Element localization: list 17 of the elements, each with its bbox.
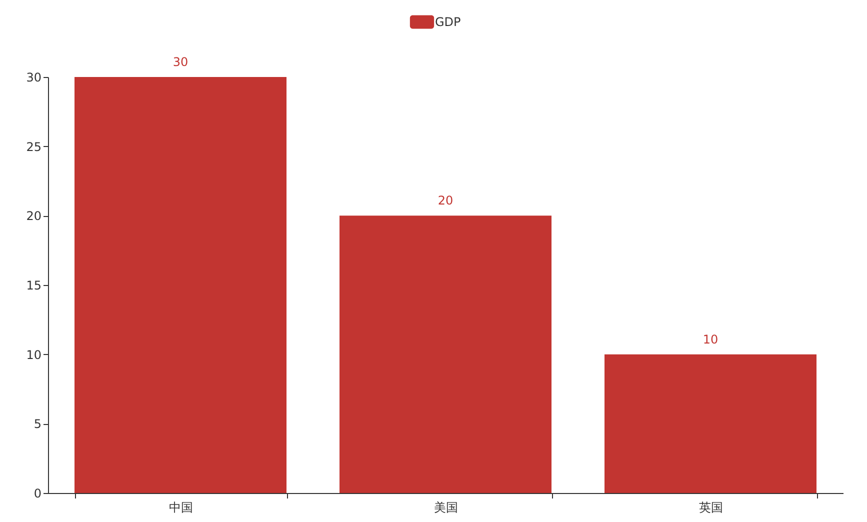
y-tick-label: 10 — [26, 348, 42, 362]
y-tick-label: 20 — [26, 209, 42, 224]
x-tick-label: 美国 — [434, 500, 458, 514]
x-tick-label: 中国 — [169, 500, 193, 514]
bar — [74, 77, 286, 493]
data-label: 30 — [172, 55, 188, 69]
x-tick-label: 英国 — [699, 500, 723, 514]
data-label: 20 — [438, 194, 454, 208]
legend-label: GDP — [435, 15, 461, 29]
y-tick-label: 25 — [26, 140, 42, 154]
bar — [340, 216, 552, 493]
y-tick-label: 30 — [26, 70, 42, 84]
y-tick-label: 5 — [34, 417, 42, 432]
bar — [604, 354, 816, 493]
data-label: 10 — [702, 332, 718, 346]
y-tick-label: 15 — [26, 278, 42, 292]
y-tick-label: 0 — [34, 486, 42, 500]
